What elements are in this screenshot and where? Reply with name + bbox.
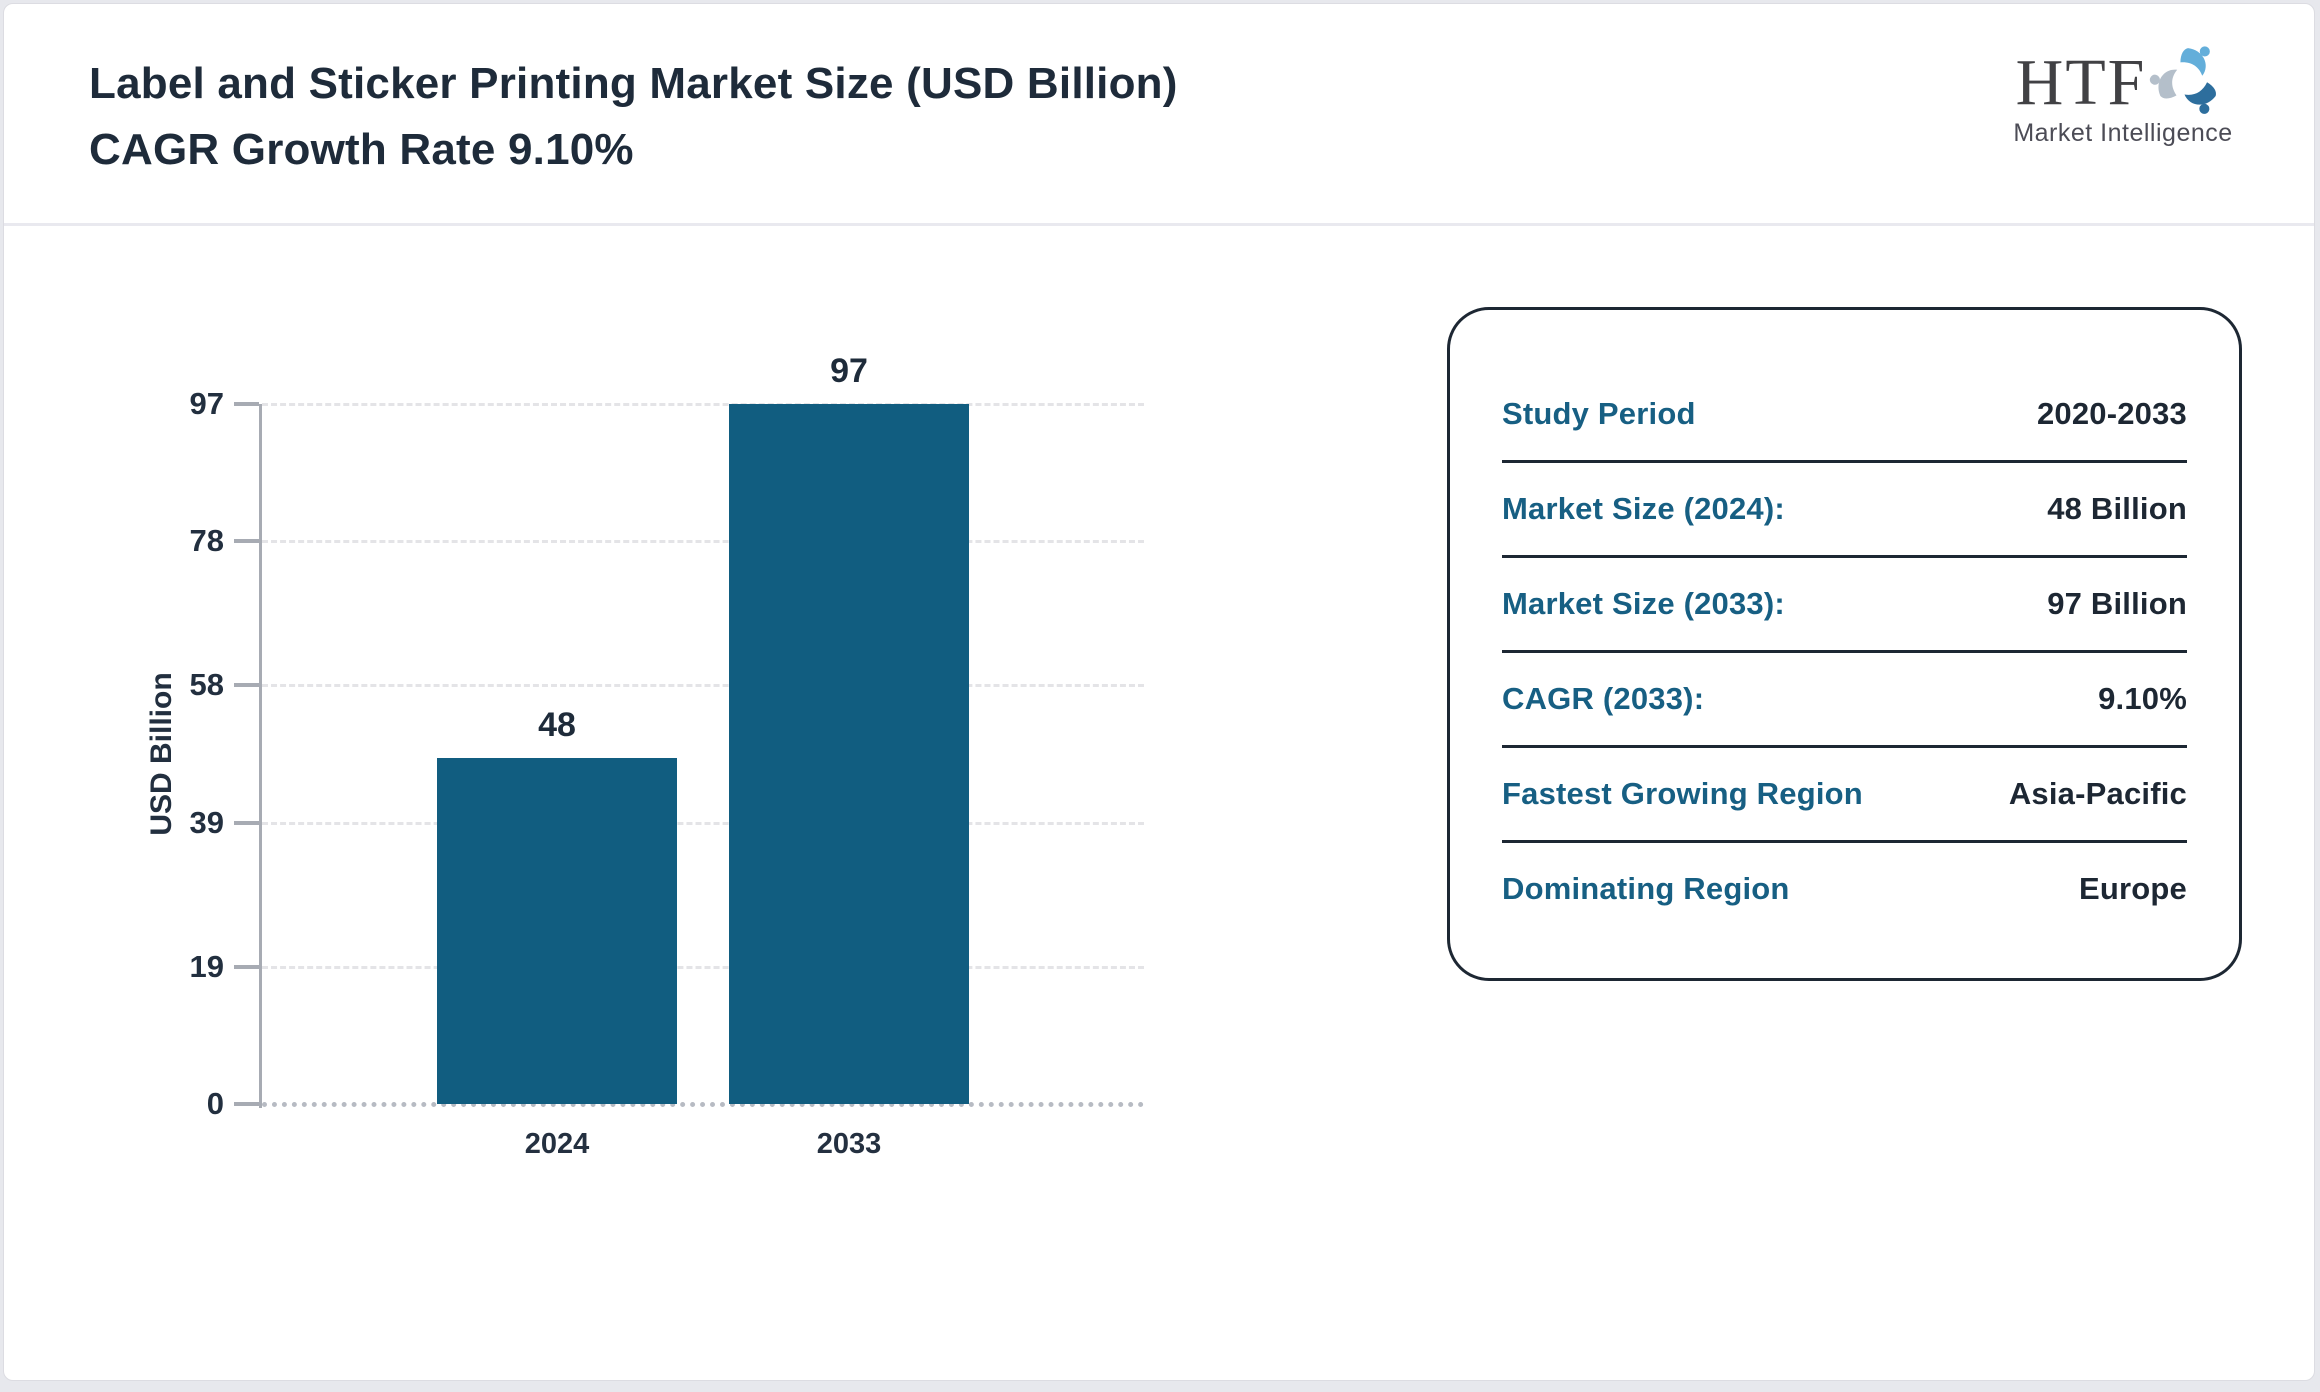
x-axis-line: [262, 1102, 1144, 1107]
x-tick-label: 2033: [816, 1128, 882, 1160]
summary-row-market-size-2033: Market Size (2033): 97 Billion: [1502, 558, 2187, 653]
gridline: [262, 965, 1144, 969]
content-card: Label and Sticker Printing Market Size (…: [3, 3, 2315, 1381]
page-title: Label and Sticker Printing Market Size (…: [89, 59, 1178, 174]
gridline: [262, 403, 1144, 406]
y-tick-label: 19: [189, 948, 224, 984]
bar: [729, 404, 969, 1104]
gridline: [262, 684, 1144, 688]
row-value: 2020-2033: [2036, 396, 2187, 431]
y-tick-mark: [234, 964, 259, 969]
row-value: 48 Billion: [2047, 491, 2187, 526]
row-label: Dominating Region: [1502, 871, 1790, 906]
row-label: Market Size (2033):: [1502, 586, 1785, 621]
row-value: Asia-Pacific: [2008, 776, 2187, 811]
y-tick-label: 58: [189, 667, 224, 703]
y-tick-mark: [234, 1102, 259, 1106]
gridline: [262, 540, 1144, 544]
bar: [437, 757, 677, 1104]
row-label: Study Period: [1502, 396, 1696, 431]
bar-chart: USD Billion 0 19 39 58 78 97 48 2024 97 2033: [4, 4, 2314, 1380]
summary-row-study-period: Study Period 2020-2033: [1502, 368, 2187, 463]
y-tick-mark: [234, 539, 259, 544]
x-tick-label: 2024: [524, 1128, 590, 1160]
summary-row-dominating-region: Dominating Region Europe: [1502, 843, 2187, 935]
bar-value-label: 97: [830, 352, 868, 390]
market-summary-card: Study Period 2020-2033 Market Size (2024…: [1447, 307, 2242, 981]
header-divider: [4, 223, 2314, 226]
row-value: Europe: [2079, 871, 2187, 906]
y-tick-label: 0: [206, 1086, 224, 1121]
row-label: CAGR (2033):: [1502, 681, 1705, 716]
summary-row-cagr: CAGR (2033): 9.10%: [1502, 653, 2187, 748]
y-tick-label: 39: [189, 804, 224, 840]
y-tick-label: 78: [189, 523, 224, 559]
y-tick-mark: [234, 820, 259, 825]
y-tick-mark: [234, 683, 259, 688]
y-tick-mark: [234, 402, 259, 406]
summary-row-market-size-2024: Market Size (2024): 48 Billion: [1502, 463, 2187, 558]
row-value: 97 Billion: [2047, 586, 2187, 621]
y-axis-title: USD Billion: [145, 672, 178, 836]
logo-swirl-icon: [2146, 38, 2230, 127]
summary-row-fastest-growing-region: Fastest Growing Region Asia-Pacific: [1502, 748, 2187, 843]
brand-logo: HTF: [2008, 38, 2238, 148]
y-axis-line: [259, 404, 262, 1108]
logo-text: HTF: [2015, 45, 2147, 119]
y-tick-label: 97: [189, 386, 224, 421]
row-label: Market Size (2024):: [1502, 491, 1785, 526]
row-value: 9.10%: [2098, 681, 2187, 716]
gridline: [262, 821, 1144, 825]
bar-value-label: 48: [538, 705, 576, 744]
row-label: Fastest Growing Region: [1502, 776, 1863, 811]
logo-subtext: Market Intelligence: [2013, 119, 2233, 147]
